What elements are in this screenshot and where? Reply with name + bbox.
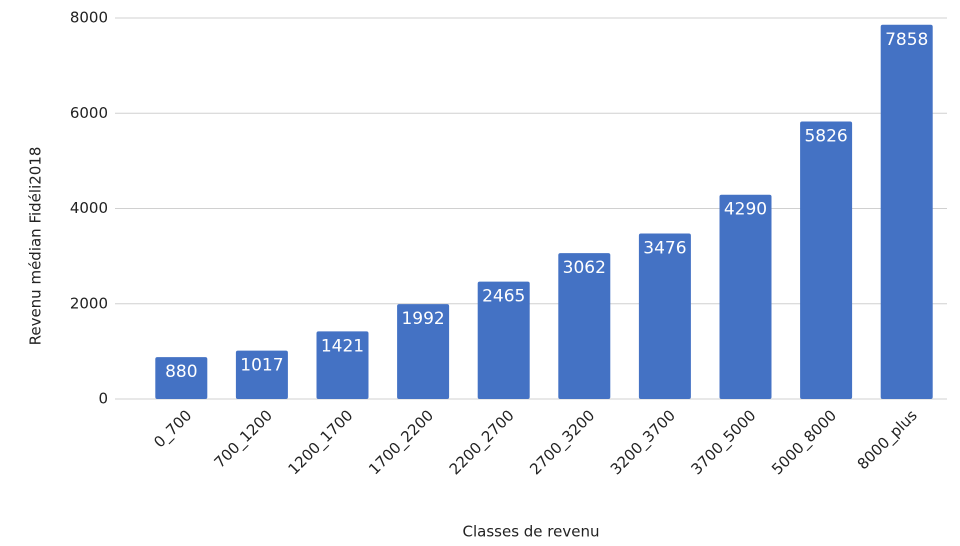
x-tick-label: 2200_2700 [446, 406, 519, 479]
bar [316, 331, 369, 399]
bar [235, 350, 288, 399]
value-label: 1992 [401, 309, 444, 329]
y-tick-label: 8000 [70, 9, 108, 27]
bar [155, 357, 208, 399]
x-tick-label: 0_700 [150, 406, 196, 452]
bar [397, 304, 450, 399]
value-label: 1017 [240, 356, 283, 376]
value-label: 2465 [482, 287, 525, 307]
bar [558, 253, 611, 399]
y-tick-label: 2000 [70, 294, 108, 312]
bar [719, 194, 772, 399]
value-label: 7858 [885, 30, 928, 50]
x-tick-label: 1700_2200 [365, 406, 438, 479]
x-tick-label: 8000_plus [854, 406, 922, 474]
y-axis-title: Revenu médian Fidéli2018 [27, 147, 45, 346]
value-label: 5826 [804, 127, 847, 147]
x-tick-label: 700_1200 [211, 406, 277, 472]
x-tick-label: 5000_8000 [768, 406, 841, 479]
bar [477, 281, 530, 399]
bar [880, 24, 933, 399]
x-tick-label: 1200_1700 [284, 406, 357, 479]
x-tick-label: 2700_3200 [526, 406, 599, 479]
y-tick-label: 0 [98, 390, 108, 408]
y-tick-label: 4000 [70, 199, 108, 217]
bar [800, 121, 853, 400]
y-tick-label: 6000 [70, 104, 108, 122]
x-axis-title: Classes de revenu [463, 523, 600, 541]
value-label: 4290 [724, 200, 767, 220]
value-label: 3476 [643, 238, 686, 258]
value-label: 3062 [563, 258, 606, 278]
bar [638, 233, 691, 399]
x-tick-label: 3200_3700 [607, 406, 680, 479]
value-label: 1421 [321, 336, 364, 356]
x-tick-label: 3700_5000 [687, 406, 760, 479]
value-label: 880 [165, 362, 197, 382]
